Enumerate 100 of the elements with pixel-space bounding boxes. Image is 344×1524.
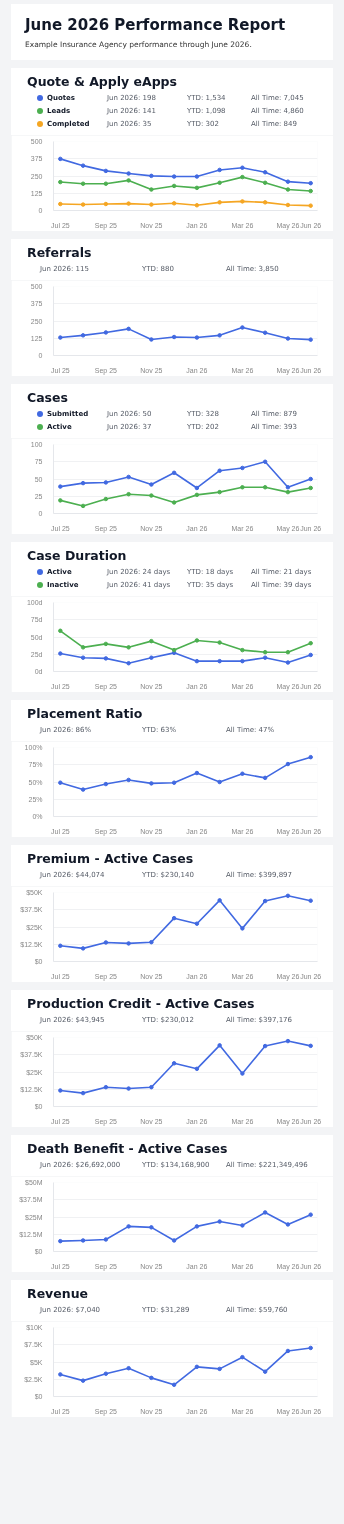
point (194, 1066, 200, 1072)
point (262, 459, 268, 464)
point (149, 939, 154, 945)
point (217, 200, 222, 205)
chart-title: Revenue (27, 1286, 89, 1301)
point (194, 185, 200, 191)
point (217, 167, 222, 173)
point (285, 1038, 291, 1044)
point (262, 1043, 268, 1049)
point (149, 482, 154, 487)
point (149, 202, 154, 207)
point (149, 493, 154, 498)
point (149, 638, 154, 644)
point (285, 179, 291, 184)
point (194, 485, 200, 491)
point (285, 202, 291, 208)
point (262, 200, 268, 205)
point (126, 1086, 131, 1091)
point (171, 1061, 177, 1066)
point (58, 1088, 63, 1093)
point (285, 660, 291, 665)
point (217, 779, 222, 785)
point (149, 1375, 154, 1381)
point (103, 641, 109, 647)
point (58, 780, 63, 785)
point (240, 165, 245, 170)
point (262, 1210, 268, 1215)
point (171, 183, 177, 189)
point (58, 335, 63, 340)
chart-title: Cases (27, 390, 68, 405)
point (194, 1224, 200, 1229)
point (217, 1219, 222, 1224)
point (58, 201, 63, 207)
point (262, 1369, 268, 1374)
point (80, 503, 86, 509)
point (126, 326, 131, 332)
point (80, 163, 86, 168)
point (194, 638, 200, 643)
point (194, 770, 200, 776)
point (103, 940, 109, 945)
point (171, 1382, 177, 1388)
point (240, 485, 245, 490)
point (285, 893, 291, 899)
point (149, 655, 154, 660)
point (285, 761, 291, 767)
point (149, 781, 154, 786)
point (217, 333, 222, 338)
point (149, 1084, 154, 1090)
point (308, 898, 313, 903)
point (171, 174, 177, 179)
point (217, 180, 222, 186)
point (194, 174, 200, 179)
point (103, 330, 109, 335)
point (58, 484, 63, 489)
chart-title: Referrals (27, 245, 92, 260)
point (240, 647, 245, 653)
point (103, 181, 109, 186)
chart-title: Case Duration (27, 548, 127, 563)
point (58, 1372, 63, 1377)
point (262, 330, 268, 335)
point (308, 640, 313, 646)
point (149, 173, 154, 179)
point (80, 480, 86, 486)
point (217, 489, 222, 495)
point (171, 334, 177, 340)
point (80, 1238, 86, 1243)
point (217, 640, 222, 645)
point (103, 168, 109, 174)
point (308, 485, 313, 491)
chart-title: Premium - Active Cases (27, 851, 194, 866)
point (103, 480, 109, 485)
point (80, 655, 86, 660)
chart-title: Placement Ratio (27, 706, 143, 721)
point (126, 201, 131, 206)
point (58, 943, 63, 949)
point (217, 1043, 222, 1048)
point (126, 645, 131, 650)
point (194, 203, 200, 208)
point (217, 898, 222, 903)
point (103, 1237, 109, 1242)
point (126, 660, 131, 666)
point (103, 656, 109, 661)
point (58, 498, 63, 503)
point (262, 170, 268, 175)
point (149, 337, 154, 342)
point (80, 202, 86, 207)
point (58, 651, 63, 656)
point (126, 777, 131, 783)
point (262, 655, 268, 660)
point (103, 496, 109, 502)
point (194, 921, 200, 926)
point (240, 926, 245, 931)
point (308, 188, 313, 194)
point (126, 1224, 131, 1229)
point (58, 156, 63, 162)
point (171, 500, 177, 505)
point (240, 325, 245, 330)
point (171, 1238, 177, 1243)
chart-title: Death Benefit - Active Cases (27, 1141, 228, 1156)
point (126, 1365, 131, 1371)
